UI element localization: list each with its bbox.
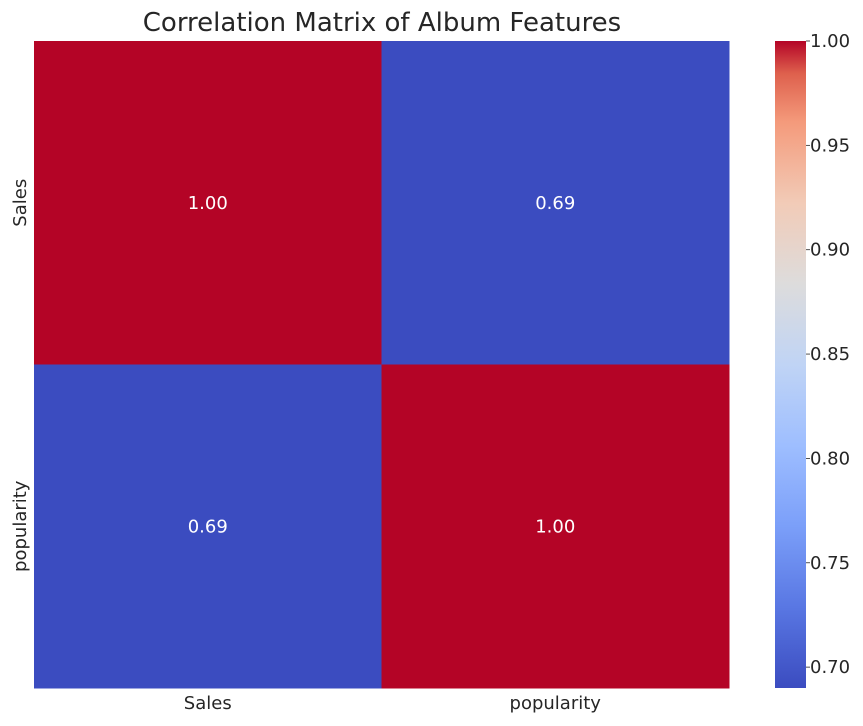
- colorbar-tick-label-6: 1.00: [810, 31, 850, 52]
- colorbar-tick-label-0: 0.70: [810, 657, 850, 678]
- cell-value-label-1-0: 0.69: [188, 516, 228, 537]
- colorbar-tick-label-1: 0.75: [810, 553, 850, 574]
- heatmap-cell-0-0: [34, 41, 382, 365]
- heatmap-cell-0-1: [381, 41, 730, 365]
- chart-title: Correlation Matrix of Album Features: [143, 8, 621, 38]
- x-tick-label-1: popularity: [510, 693, 602, 714]
- y-tick-label-1: popularity: [10, 480, 31, 572]
- heatmap-cell-1-1: [381, 364, 730, 689]
- heatmap-cell-1-0: [34, 364, 382, 689]
- colorbar-tick-label-4: 0.90: [810, 240, 850, 261]
- cell-value-label-0-1: 0.69: [535, 193, 575, 214]
- heatmap-cell-labels: 1.00 0.69 0.69 1.00: [188, 193, 576, 538]
- x-tick-label-0: Sales: [184, 693, 232, 714]
- y-axis-tick-labels: Sales popularity: [10, 179, 31, 572]
- colorbar-tick-labels: 0.70 0.75 0.80 0.85 0.90 0.95 1.00: [806, 31, 850, 678]
- cell-value-label-0-0: 1.00: [188, 193, 228, 214]
- y-tick-label-0: Sales: [10, 179, 31, 227]
- colorbar-tick-label-2: 0.80: [810, 448, 850, 469]
- heatmap-cells: [34, 41, 730, 689]
- colorbar-tick-label-5: 0.95: [810, 135, 850, 156]
- colorbar: [775, 41, 806, 688]
- colorbar-tick-label-3: 0.85: [810, 344, 850, 365]
- cell-value-label-1-1: 1.00: [535, 516, 575, 537]
- x-axis-tick-labels: Sales popularity: [184, 693, 602, 714]
